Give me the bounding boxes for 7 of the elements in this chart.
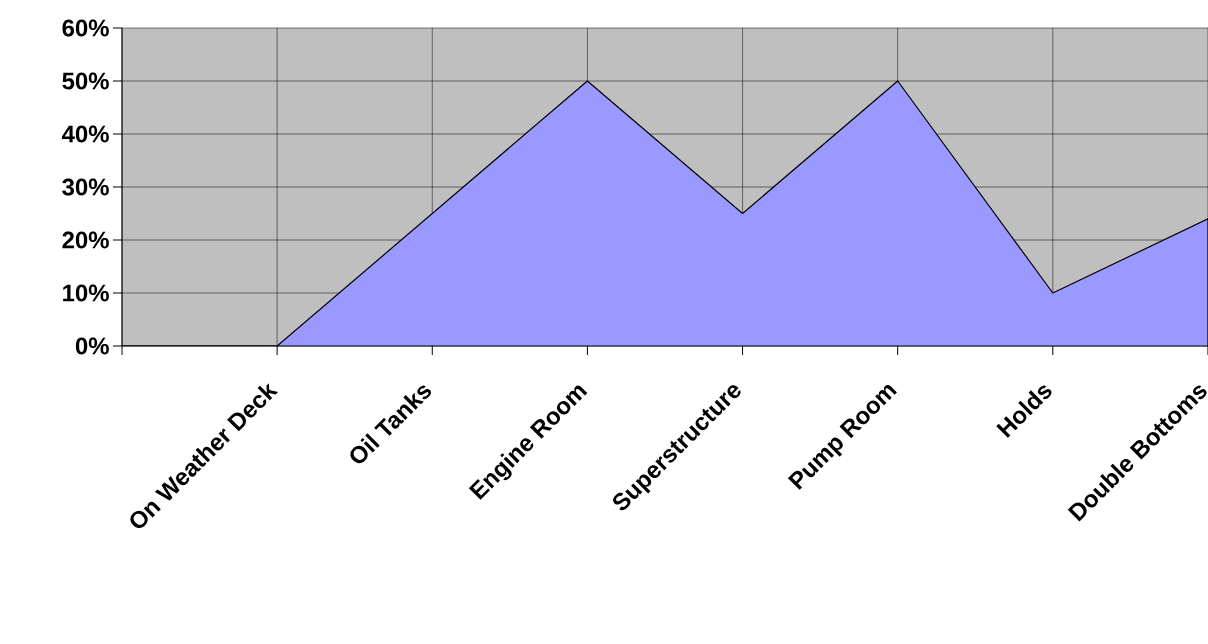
y-tick-label: 30% — [62, 178, 109, 196]
y-tick-label: 40% — [61, 125, 109, 143]
y-tick-label: 50% — [62, 72, 109, 90]
y-tick-label: 20% — [62, 231, 109, 249]
y-tick-label: 10% — [63, 284, 109, 302]
y-tick-label: 0% — [75, 337, 109, 355]
y-tick-label: 60% — [62, 19, 109, 37]
